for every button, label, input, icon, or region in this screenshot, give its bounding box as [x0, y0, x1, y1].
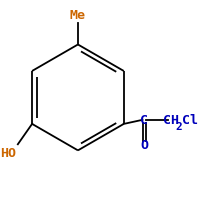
- Text: O: O: [140, 138, 148, 151]
- Text: Cl: Cl: [182, 114, 198, 127]
- Text: Me: Me: [70, 9, 86, 22]
- Text: HO: HO: [0, 147, 16, 160]
- Text: CH: CH: [163, 114, 179, 127]
- Text: C: C: [140, 114, 148, 127]
- Text: 2: 2: [176, 121, 183, 131]
